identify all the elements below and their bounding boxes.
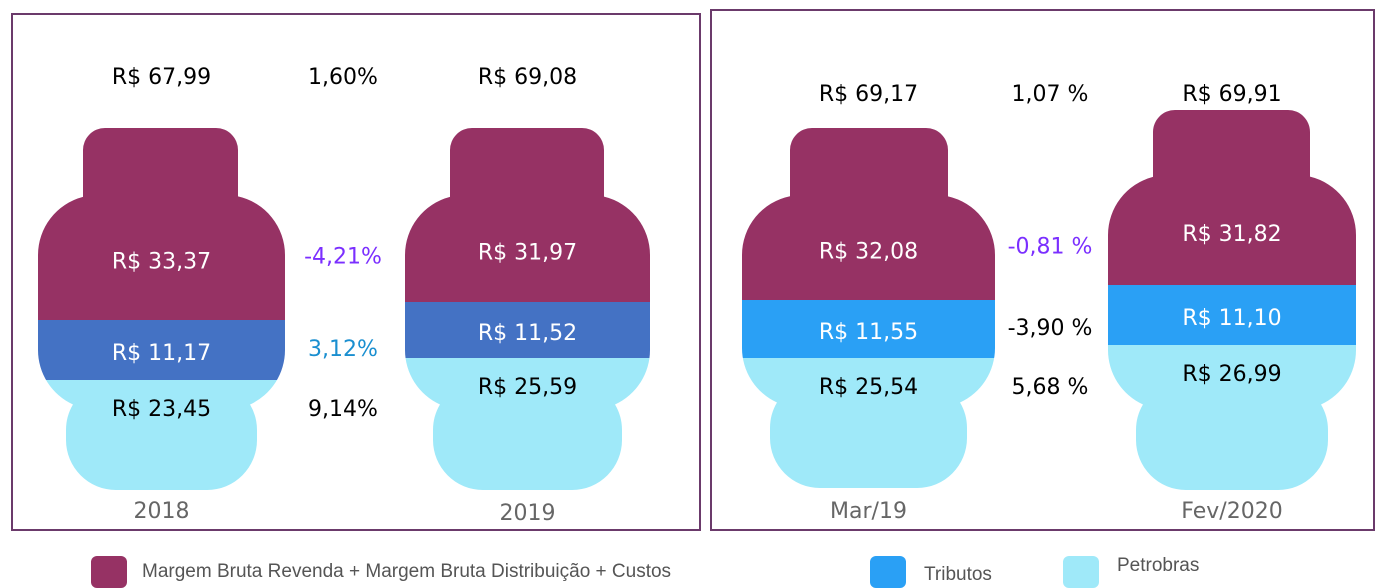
petrobras-label: R$ 23,45	[112, 397, 211, 422]
segment-tributos	[1108, 285, 1356, 345]
margem-label: R$ 31,97	[478, 241, 577, 266]
legend-label: Tributos	[924, 564, 992, 585]
total-label: R$ 67,99	[112, 65, 211, 90]
cylinder	[405, 128, 650, 490]
change-label: 9,14%	[308, 397, 378, 422]
margem-label: R$ 33,37	[112, 250, 211, 275]
legend: Margem Bruta Revenda + Margem Bruta Dist…	[91, 555, 1199, 588]
legend-label: Margem Bruta Revenda + Margem Bruta Dist…	[142, 561, 671, 582]
change-label: 1,60%	[308, 65, 378, 90]
change-label: -4,21%	[304, 245, 382, 270]
period-label: 2018	[134, 499, 190, 524]
segment-tributos	[742, 300, 995, 358]
petrobras-label: R$ 25,54	[819, 375, 918, 400]
tributos-label: R$ 11,52	[478, 321, 577, 346]
legend-swatch	[91, 556, 127, 588]
period-label: Fev/2020	[1181, 499, 1282, 524]
change-label: -3,90 %	[1008, 316, 1093, 341]
segment-petrobras	[38, 380, 285, 490]
margem-label: R$ 31,82	[1182, 222, 1281, 247]
segment-petrobras	[405, 358, 650, 490]
segment-tributos	[405, 302, 650, 358]
legend-swatch	[1063, 556, 1099, 588]
tributos-label: R$ 11,55	[819, 320, 918, 345]
period-label: Mar/19	[830, 499, 907, 524]
change-label: 1,07 %	[1012, 82, 1089, 107]
period-label: 2019	[500, 501, 556, 526]
legend-swatch	[870, 556, 906, 588]
total-label: R$ 69,08	[478, 65, 577, 90]
change-label: -0,81 %	[1008, 235, 1093, 260]
cylinder	[38, 128, 285, 490]
change-label: 5,68 %	[1012, 375, 1089, 400]
segment-petrobras	[742, 358, 995, 488]
tributos-label: R$ 11,10	[1182, 306, 1281, 331]
total-label: R$ 69,91	[1182, 82, 1281, 107]
legend-label: Petrobras	[1117, 555, 1199, 576]
change-label: 3,12%	[308, 337, 378, 362]
margem-label: R$ 32,08	[819, 240, 918, 265]
petrobras-label: R$ 26,99	[1182, 362, 1281, 387]
segment-tributos	[38, 320, 285, 380]
petrobras-label: R$ 25,59	[478, 375, 577, 400]
tributos-label: R$ 11,17	[112, 341, 211, 366]
segment-petrobras	[1108, 345, 1356, 490]
total-label: R$ 69,17	[819, 82, 918, 107]
